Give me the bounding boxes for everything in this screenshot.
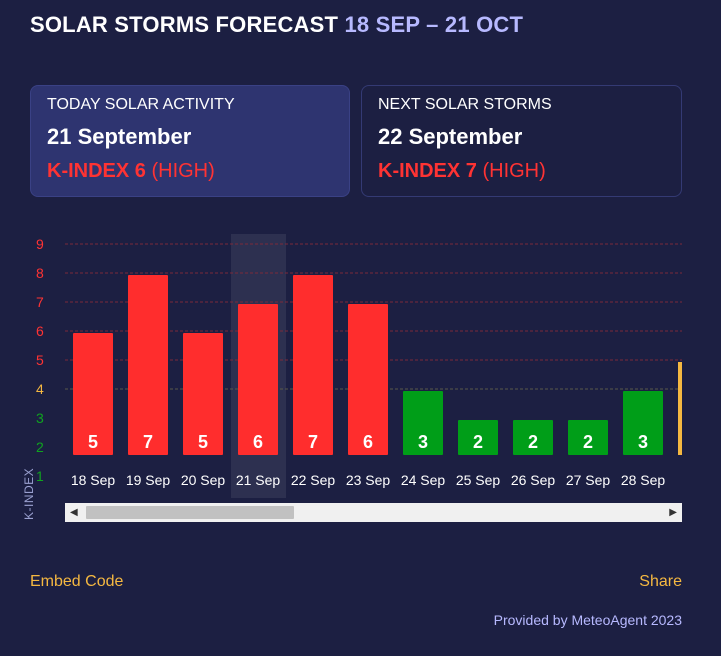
bar-value-label: 5 <box>88 432 98 452</box>
title-date-range: 18 SEP – 21 OCT <box>344 12 524 37</box>
bar <box>183 333 223 455</box>
y-tick-label: 6 <box>36 323 44 339</box>
next-card-kindex: K-INDEX 7 (HIGH) <box>378 160 665 182</box>
bar <box>128 275 168 455</box>
bar <box>293 275 333 455</box>
y-axis-title-text: K-INDEX <box>22 467 36 520</box>
bar-value-label: 3 <box>638 432 648 452</box>
y-tick-label: 2 <box>36 439 44 455</box>
y-tick-label: 1 <box>36 468 44 484</box>
bar-value-label: 2 <box>473 432 483 452</box>
y-tick-label: 9 <box>36 236 44 252</box>
scrollbar-thumb[interactable] <box>86 506 294 519</box>
bar <box>568 420 608 455</box>
title-text: SOLAR STORMS FORECAST <box>30 12 339 37</box>
scroll-left-icon[interactable]: ◀ <box>70 507 78 518</box>
bar-value-label: 7 <box>308 432 318 452</box>
scroll-right-icon[interactable]: ▶ <box>669 507 677 518</box>
bar-value-label: 3 <box>418 432 428 452</box>
y-tick-label: 8 <box>36 265 44 281</box>
x-tick-label: 20 Sep <box>181 472 226 488</box>
today-card-label: TODAY SOLAR ACTIVITY <box>47 96 235 113</box>
bar <box>348 304 388 455</box>
bar-value-label: 2 <box>583 432 593 452</box>
next-kindex-value: K-INDEX 7 <box>378 160 477 182</box>
x-tick-label: 26 Sep <box>511 472 556 488</box>
x-tick-label: 27 Sep <box>566 472 611 488</box>
next-kindex-level: (HIGH) <box>482 160 546 182</box>
page-title: SOLAR STORMS FORECAST 18 SEP – 21 OCT <box>30 12 523 38</box>
today-kindex-level: (HIGH) <box>151 160 215 182</box>
bar-value-label: 6 <box>253 432 263 452</box>
x-tick-label: 22 Sep <box>291 472 336 488</box>
x-tick-label: 21 Sep <box>236 472 281 488</box>
bar <box>513 420 553 455</box>
bar-value-label: 2 <box>528 432 538 452</box>
today-card-kindex: K-INDEX 6 (HIGH) <box>47 160 333 182</box>
bar <box>73 333 113 455</box>
bar <box>458 420 498 455</box>
kindex-chart: 1 2 3 4 5 6 7 8 9 5 18 Sep 7 19 Sep 5 20 Sep 6 21 Sep 7 22… <box>26 228 686 558</box>
y-tick-label: 5 <box>36 352 44 368</box>
next-storm-card: NEXT SOLAR STORMS 22 September K-INDEX 7… <box>361 85 682 197</box>
y-axis-title: K-INDEX <box>22 468 36 520</box>
x-tick-label: 28 Sep <box>621 472 666 488</box>
bar-value-label: 5 <box>198 432 208 452</box>
y-tick-label: 7 <box>36 294 44 310</box>
bar-value-label: 7 <box>143 432 153 452</box>
y-tick-label: 4 <box>36 381 44 397</box>
y-tick-label: 3 <box>36 410 44 426</box>
share-link[interactable]: Share <box>639 573 682 590</box>
bar-value-label: 6 <box>363 432 373 452</box>
embed-code-link[interactable]: Embed Code <box>30 573 124 590</box>
chart-scrollbar[interactable]: ◀ ▶ <box>65 503 682 522</box>
x-tick-label: 23 Sep <box>346 472 391 488</box>
x-tick-label: 18 Sep <box>71 472 116 488</box>
provider-credit: Provided by MeteoAgent 2023 <box>493 612 682 628</box>
today-activity-card: TODAY SOLAR ACTIVITY 21 September K-INDE… <box>30 85 350 197</box>
partial-bar <box>678 362 682 455</box>
x-tick-label: 19 Sep <box>126 472 171 488</box>
next-card-label: NEXT SOLAR STORMS <box>378 96 552 113</box>
today-card-date: 21 September <box>47 124 192 149</box>
next-card-date: 22 September <box>378 124 523 149</box>
x-tick-label: 24 Sep <box>401 472 446 488</box>
bar <box>623 391 663 455</box>
today-kindex-value: K-INDEX 6 <box>47 160 146 182</box>
bar <box>403 391 443 455</box>
x-tick-label: 25 Sep <box>456 472 501 488</box>
bar <box>238 304 278 455</box>
